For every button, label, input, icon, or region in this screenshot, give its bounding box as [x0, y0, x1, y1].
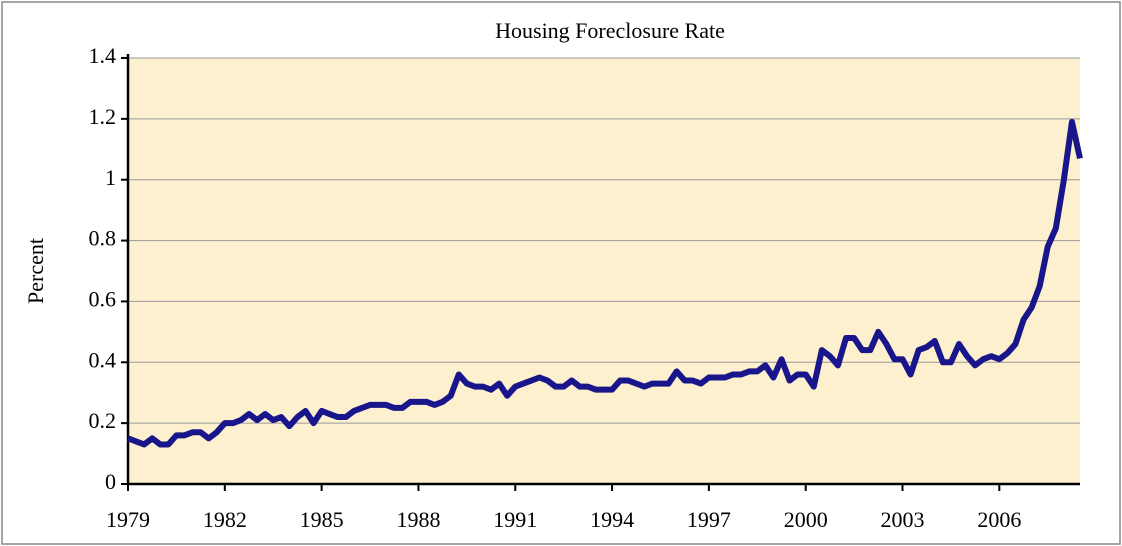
x-tick-label: 1985 — [300, 507, 344, 532]
x-tick-label: 1979 — [106, 507, 150, 532]
y-tick-label: 1.2 — [89, 104, 117, 129]
plot-area — [128, 58, 1080, 484]
y-tick-label: 0 — [105, 469, 116, 494]
chart-title: Housing Foreclosure Rate — [495, 18, 725, 43]
y-tick-label: 0.2 — [89, 408, 117, 433]
x-tick-label: 2006 — [977, 507, 1021, 532]
x-tick-label: 2000 — [784, 507, 828, 532]
x-tick-label: 1991 — [493, 507, 537, 532]
x-tick-label: 1994 — [590, 507, 634, 532]
x-tick-label: 1997 — [687, 507, 731, 532]
y-tick-label: 0.6 — [89, 286, 117, 311]
x-tick-label: 1988 — [396, 507, 440, 532]
x-tick-label: 2003 — [881, 507, 925, 532]
y-axis-label: Percent — [23, 238, 48, 304]
y-tick-label: 0.4 — [89, 347, 117, 372]
y-tick-label: 1 — [105, 165, 116, 190]
data-line — [126, 118, 1083, 448]
x-tick-label: 1982 — [203, 507, 247, 532]
y-tick-label: 1.4 — [89, 43, 117, 68]
y-tick-label: 0.8 — [89, 226, 117, 251]
